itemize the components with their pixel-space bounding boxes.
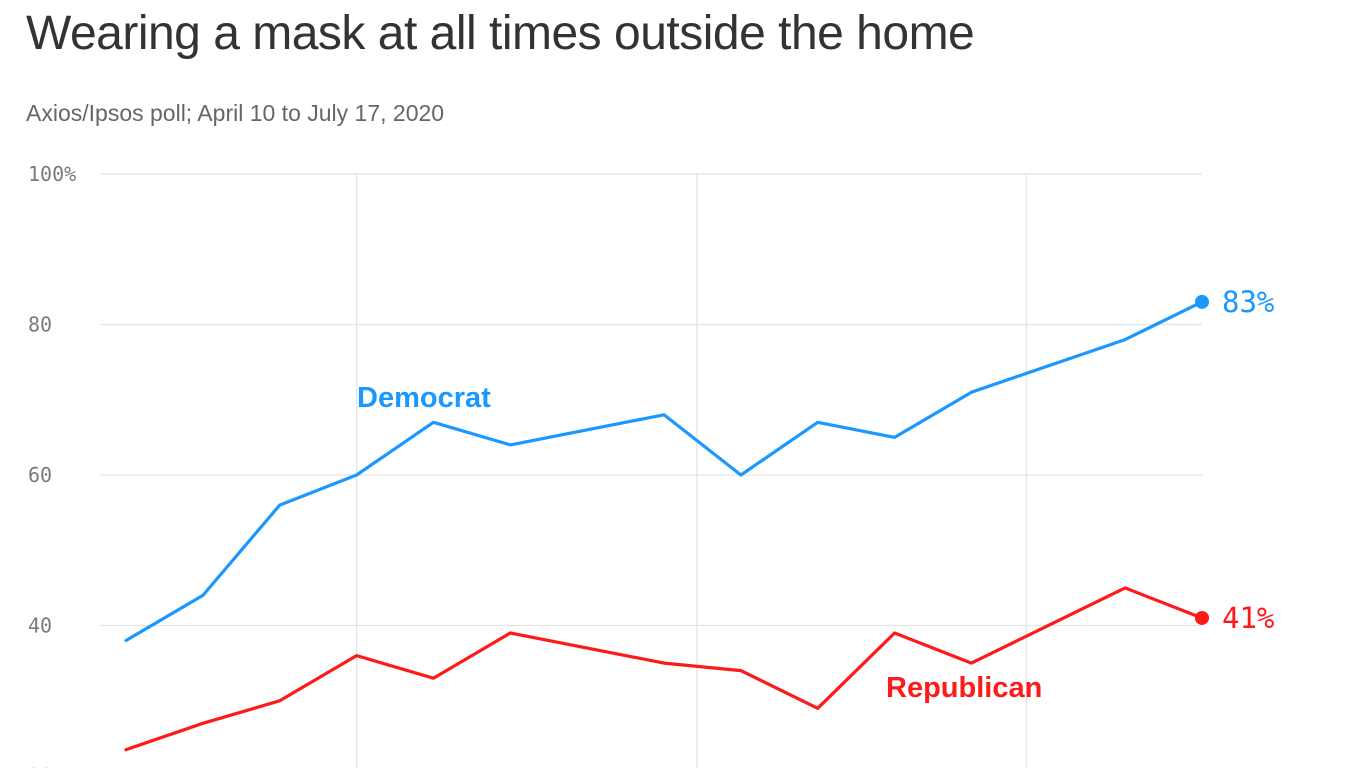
y-tick-label: 20 xyxy=(28,764,52,768)
gridlines xyxy=(100,173,1202,768)
republican-end-point xyxy=(1195,610,1209,625)
democrat-end-label: 83% xyxy=(1222,285,1274,319)
republican-line xyxy=(124,586,1204,752)
republican-end-label: 41% xyxy=(1222,601,1274,635)
democrat-line xyxy=(124,300,1204,643)
y-tick-label: 60 xyxy=(28,463,52,487)
y-tick-label: 100% xyxy=(28,162,76,186)
series-labels: 83% 41% Democrat Republican xyxy=(357,285,1274,704)
series-lines xyxy=(124,294,1209,752)
republican-series-label: Republican xyxy=(886,672,1042,704)
chart-subtitle: Axios/Ipsos poll; April 10 to July 17, 2… xyxy=(26,100,445,126)
democrat-series-label: Democrat xyxy=(357,382,491,414)
y-tick-label: 80 xyxy=(28,313,52,337)
y-axis-ticks: 100% 80 60 40 20 xyxy=(28,162,76,768)
y-tick-label: 40 xyxy=(28,614,52,638)
chart-title: Wearing a mask at all times outside the … xyxy=(26,7,975,60)
democrat-end-point xyxy=(1195,294,1209,309)
